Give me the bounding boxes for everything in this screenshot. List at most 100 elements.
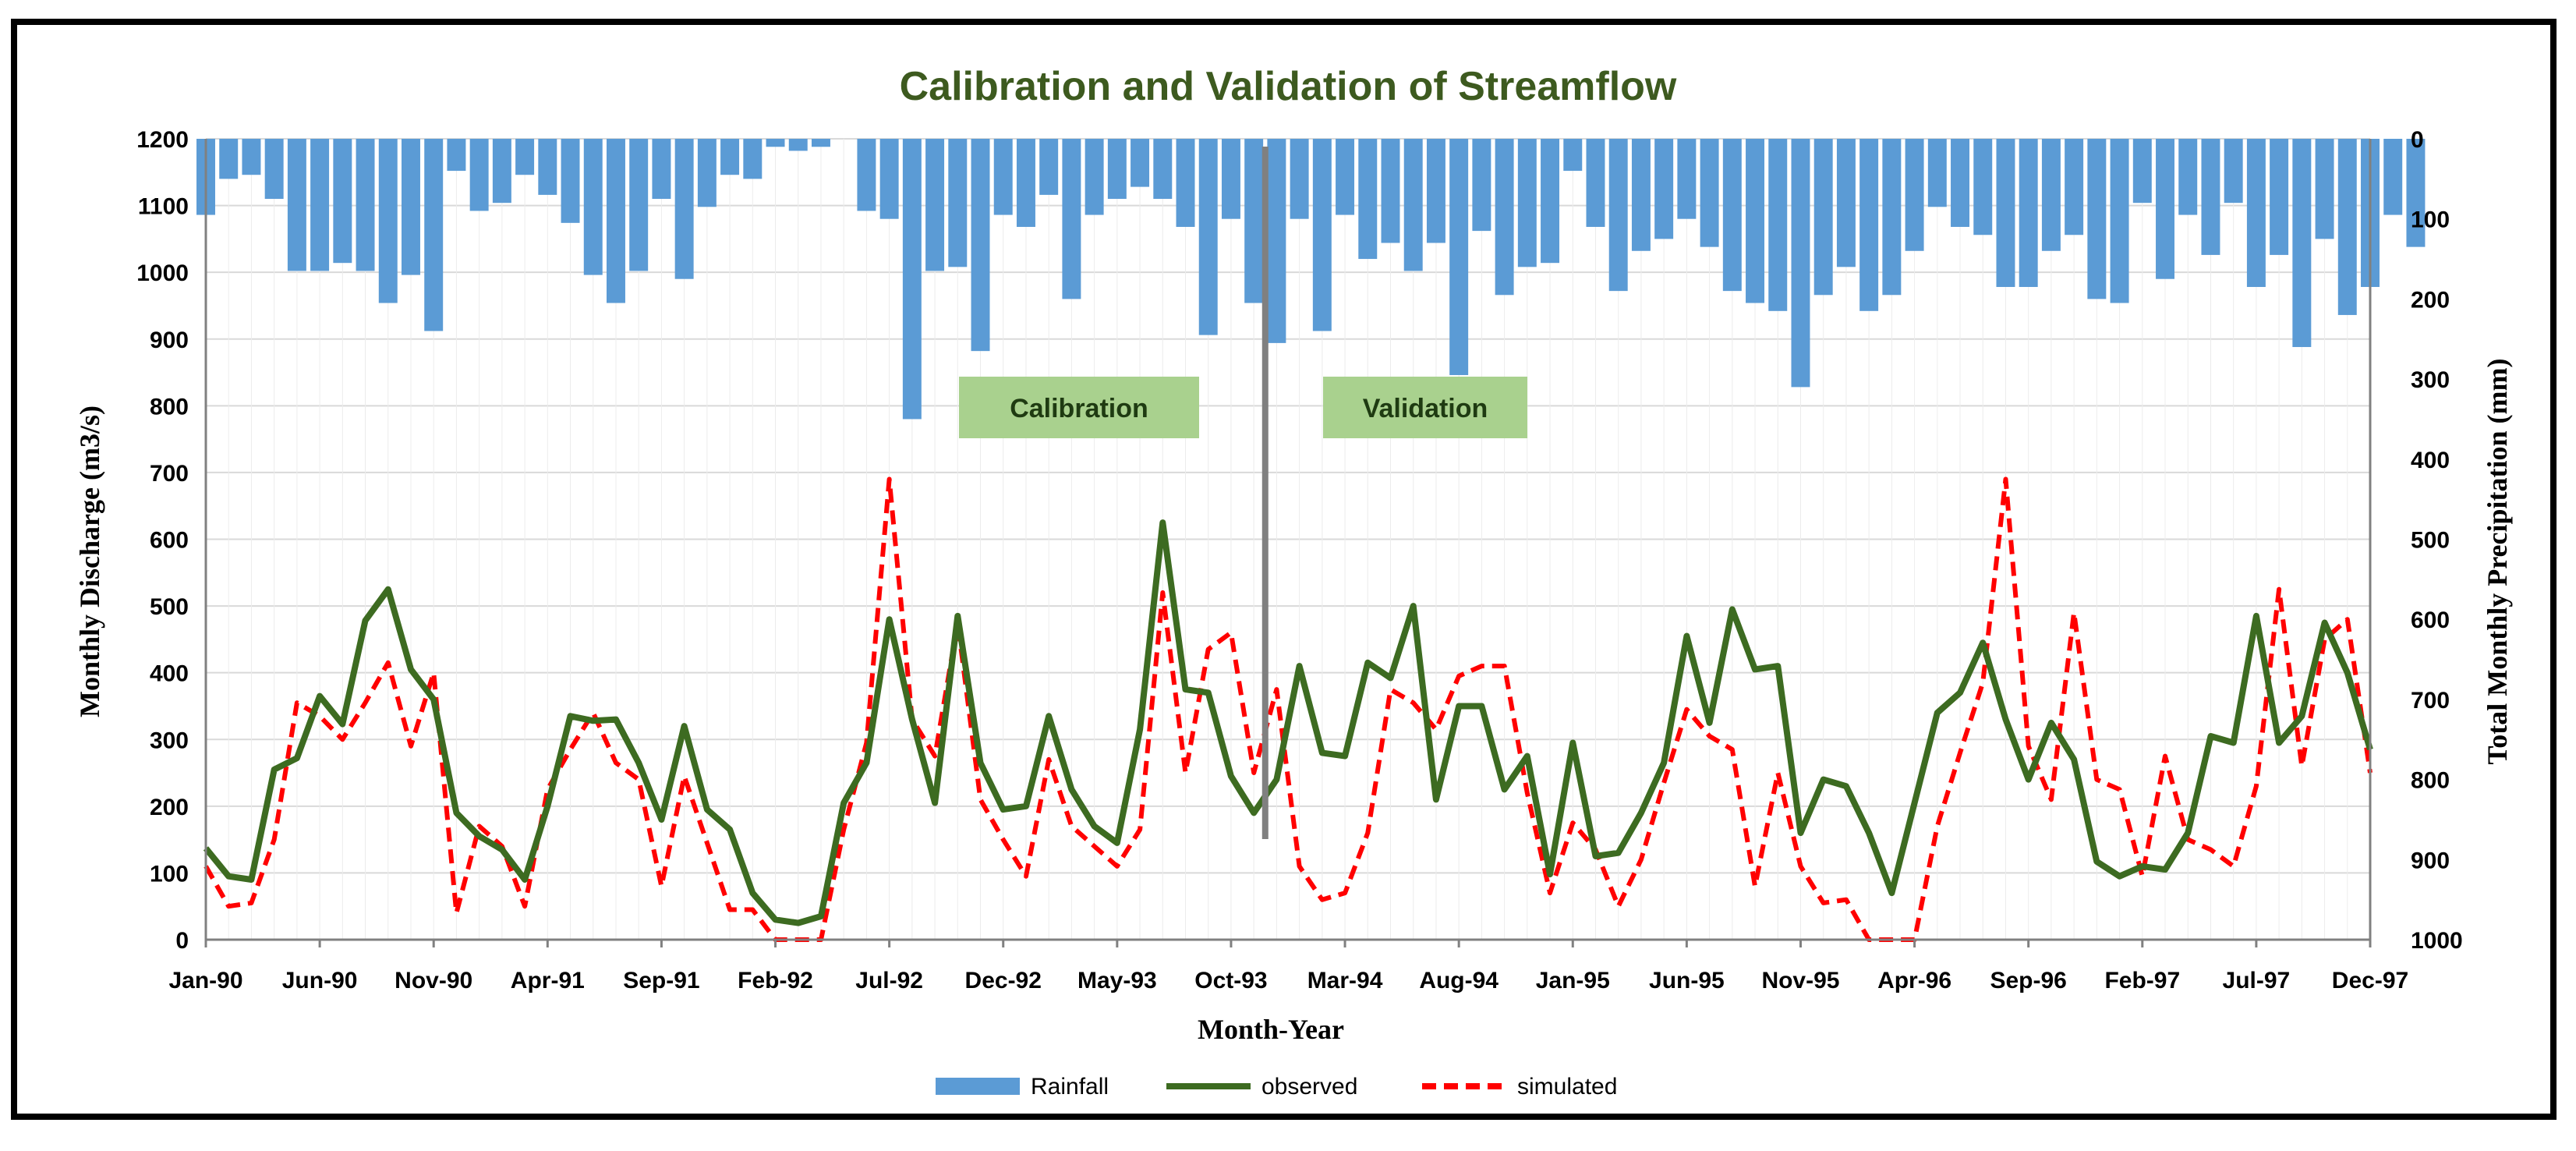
- rainfall-bar: [1791, 139, 1810, 388]
- y-tick-label: 700: [150, 461, 189, 487]
- rainfall-bar: [538, 139, 557, 195]
- rainfall-bar: [879, 139, 899, 219]
- y2-tick-label: 500: [2411, 528, 2450, 554]
- x-tick-label: Mar-94: [1307, 968, 1383, 993]
- rainfall-bar: [811, 139, 830, 147]
- legend-simulated-label: simulated: [1517, 1074, 1617, 1100]
- rainfall-bar: [925, 139, 945, 271]
- rainfall-bar: [2065, 139, 2084, 236]
- rainfall-bar: [2110, 139, 2129, 303]
- rainfall-bar: [2087, 139, 2107, 299]
- rainfall-bar: [1267, 139, 1286, 343]
- rainfall-bar: [2041, 139, 2061, 251]
- rainfall-bar: [469, 139, 489, 211]
- x-tick-label: Apr-96: [1877, 968, 1951, 993]
- rainfall-bar: [1062, 139, 1081, 299]
- y-tick-label: 600: [150, 528, 189, 554]
- rainfall-bar: [2178, 139, 2198, 215]
- rainfall-bar: [1654, 139, 1674, 239]
- rainfall-bar: [993, 139, 1013, 215]
- y-tick-label: 800: [150, 394, 189, 420]
- rainfall-bar: [1927, 139, 1947, 207]
- rainfall-bar: [1996, 139, 2015, 287]
- validation-label: Validation: [1363, 394, 1488, 423]
- rainfall-bar: [2019, 139, 2038, 287]
- rainfall-bars: [196, 139, 2426, 420]
- y2-tick-label: 800: [2411, 768, 2450, 794]
- y-tick-label: 100: [150, 861, 189, 887]
- rainfall-bar: [1746, 139, 1765, 303]
- rainfall-bar: [356, 139, 375, 271]
- rainfall-bar: [1381, 139, 1400, 243]
- x-tick-label: Jun-90: [282, 968, 358, 993]
- rainfall-bar: [402, 139, 420, 275]
- y2-tick-label: 300: [2411, 367, 2450, 393]
- rainfall-bar: [1973, 139, 1993, 236]
- y-tick-label: 200: [150, 795, 189, 820]
- rainfall-bar: [583, 139, 603, 275]
- rainfall-bar: [1951, 139, 1970, 227]
- tick-labels: 0100200300400500600700800900100011001200…: [136, 127, 2463, 993]
- y-axis-label: Monthly Discharge (m3/s): [74, 406, 105, 717]
- rainfall-bar: [1631, 139, 1651, 251]
- rainfall-bar: [287, 139, 306, 271]
- rainfall-bar: [1608, 139, 1628, 292]
- rainfall-bar: [1905, 139, 1924, 251]
- axes: [204, 139, 2372, 941]
- rainfall-bar: [1131, 139, 1150, 187]
- grid-lines: [205, 138, 2371, 940]
- rainfall-bar: [378, 139, 398, 303]
- rainfall-bar: [2201, 139, 2220, 255]
- rainfall-bar: [1107, 139, 1127, 200]
- rainfall-bar: [1336, 139, 1355, 215]
- y2-tick-label: 600: [2411, 607, 2450, 633]
- rainfall-bar: [424, 139, 444, 331]
- y2-tick-label: 1000: [2411, 928, 2463, 954]
- rainfall-bar: [1836, 139, 1856, 267]
- rainfall-bar: [561, 139, 580, 223]
- x-tick-label: Oct-93: [1194, 968, 1267, 993]
- rainfall-bar: [1563, 139, 1583, 172]
- legend-rainfall-swatch: [936, 1078, 1020, 1095]
- rainfall-bar: [697, 139, 717, 207]
- rainfall-bar: [1085, 139, 1104, 215]
- rainfall-bar: [1358, 139, 1378, 260]
- x-tick-label: Jan-95: [1536, 968, 1610, 993]
- rainfall-bar: [2270, 139, 2289, 255]
- rainfall-bar: [2315, 139, 2334, 239]
- rainfall-bar: [1859, 139, 1879, 311]
- x-tick-label: Feb-97: [2104, 968, 2180, 993]
- rainfall-bar: [629, 139, 649, 271]
- rainfall-bar: [1541, 139, 1560, 264]
- y2-tick-label: 400: [2411, 448, 2450, 473]
- y-tick-label: 400: [150, 661, 189, 687]
- y2-tick-label: 700: [2411, 688, 2450, 714]
- observed-line: [203, 519, 2373, 926]
- rainfall-bar: [1312, 139, 1332, 331]
- rainfall-bar: [219, 139, 239, 179]
- rainfall-bar: [1016, 139, 1035, 227]
- rainfall-bar: [264, 139, 284, 200]
- rainfall-bar: [2292, 139, 2312, 348]
- rainfall-bar: [743, 139, 763, 179]
- y-tick-label: 300: [150, 728, 189, 753]
- rainfall-bar: [2406, 139, 2426, 247]
- rainfall-bar: [2337, 139, 2357, 315]
- calibration-box: [959, 377, 1199, 438]
- rainfall-bar: [1221, 139, 1240, 219]
- y2-axis-label: Total Monthly Precipitation (mm): [2482, 359, 2513, 765]
- rainfall-bar: [1426, 139, 1445, 243]
- rainfall-bar: [1244, 139, 1264, 303]
- rainfall-bar: [652, 139, 671, 200]
- legend-rainfall-label: Rainfall: [1031, 1074, 1109, 1100]
- rainfall-bar: [857, 139, 876, 211]
- rainfall-bar: [1039, 139, 1059, 195]
- rainfall-bar: [902, 139, 922, 420]
- rainfall-bar: [1495, 139, 1514, 296]
- calibration-label: Calibration: [1010, 394, 1148, 423]
- y-tick-label: 1100: [138, 194, 189, 220]
- x-tick-label: Jun-95: [1649, 968, 1725, 993]
- rainfall-bar: [2132, 139, 2152, 204]
- x-axis-label: Month-Year: [1198, 1014, 1344, 1045]
- rainfall-bar: [1700, 139, 1719, 247]
